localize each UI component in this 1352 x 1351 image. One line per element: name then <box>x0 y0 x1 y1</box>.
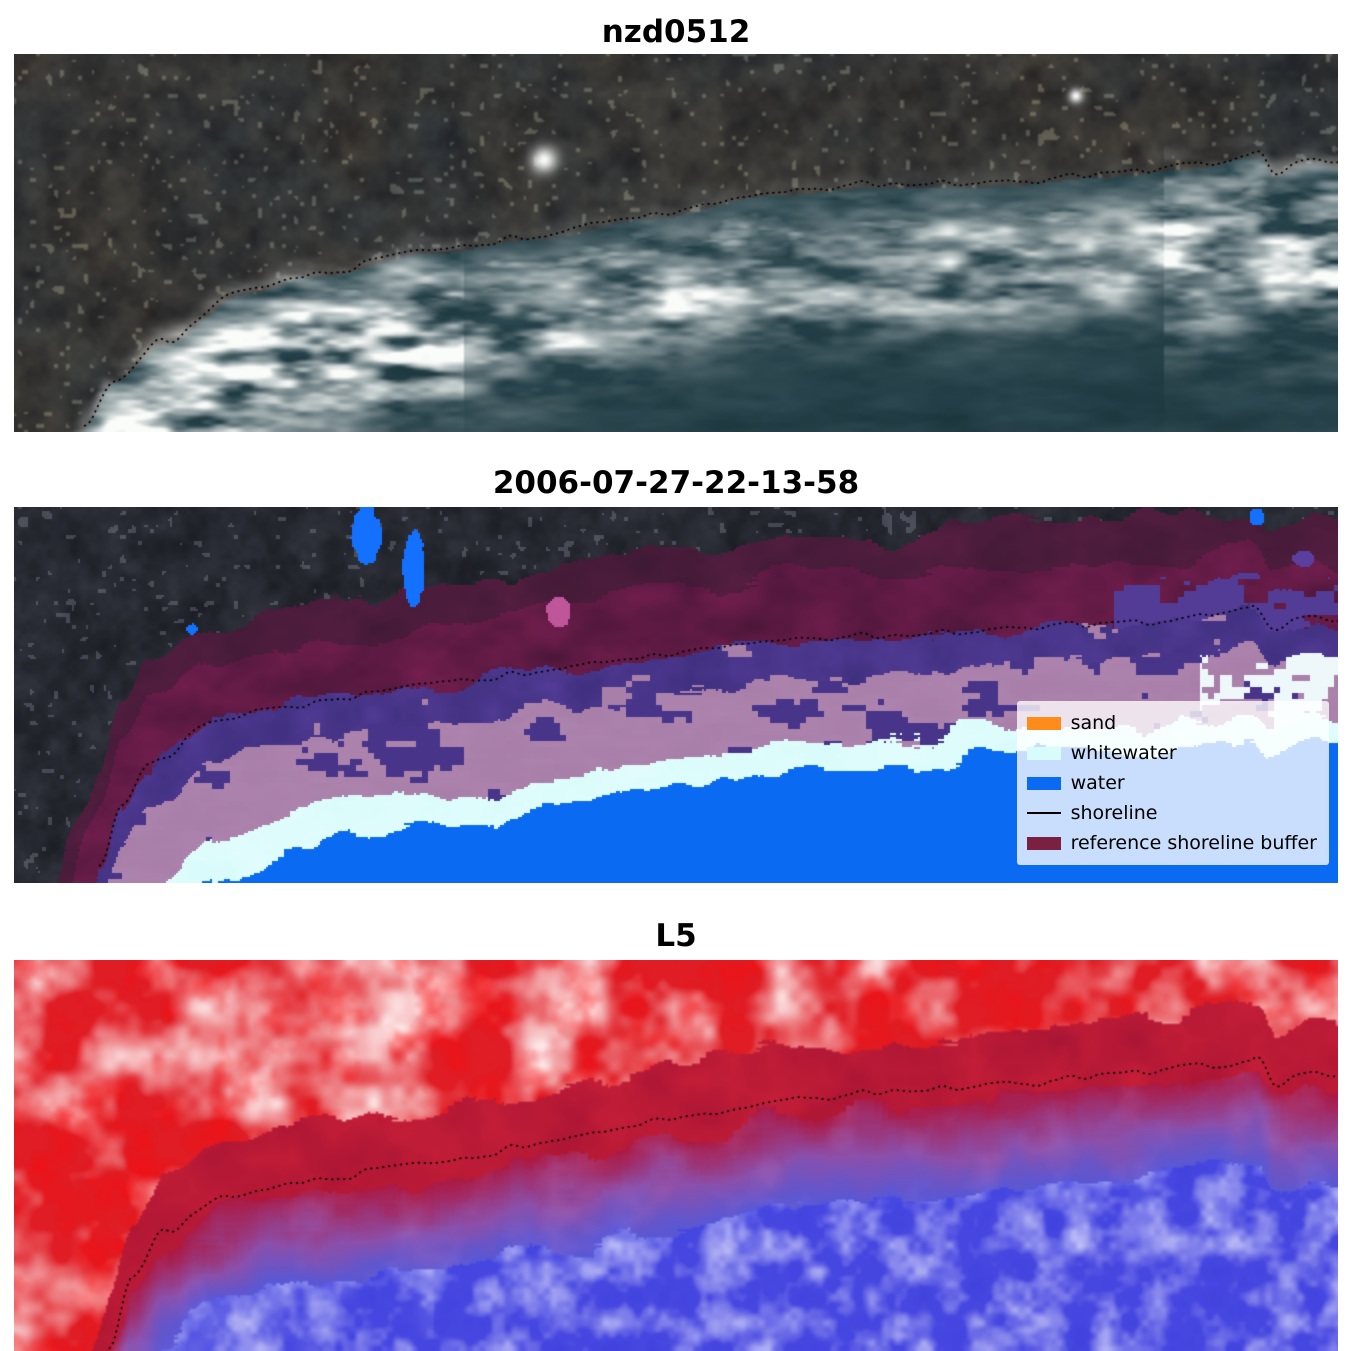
l5-index-canvas <box>14 960 1338 1351</box>
legend-swatch-patch <box>1026 746 1061 760</box>
panel-l5-index <box>14 960 1338 1351</box>
panel-satellite-rgb <box>14 54 1338 432</box>
panel-title-rgb: nzd0512 <box>601 14 751 50</box>
legend-label: water <box>1070 772 1125 794</box>
legend-swatch-patch <box>1026 776 1061 790</box>
legend-label: whitewater <box>1070 742 1177 764</box>
legend-label: shoreline <box>1070 802 1158 824</box>
legend-item-shoreline: shoreline <box>1026 798 1317 828</box>
legend-item-reference-shoreline-buffer: reference shoreline buffer <box>1026 828 1317 858</box>
classification-legend: sand whitewater water shoreline reference sh… <box>1016 701 1329 865</box>
legend-item-water: water <box>1026 768 1317 798</box>
satellite-rgb-canvas <box>14 54 1338 432</box>
legend-swatch-patch <box>1026 716 1061 730</box>
legend-swatch-patch <box>1026 836 1061 850</box>
panel-title-l5: L5 <box>655 918 697 954</box>
legend-item-whitewater: whitewater <box>1026 738 1317 768</box>
legend-item-sand: sand <box>1026 708 1317 738</box>
panel-classification: sand whitewater water shoreline reference sh… <box>14 507 1338 883</box>
panel-title-classification: 2006-07-27-22-13-58 <box>492 465 860 501</box>
legend-swatch-line <box>1026 812 1061 814</box>
legend-label: reference shoreline buffer <box>1070 832 1317 854</box>
legend-label: sand <box>1070 712 1117 734</box>
